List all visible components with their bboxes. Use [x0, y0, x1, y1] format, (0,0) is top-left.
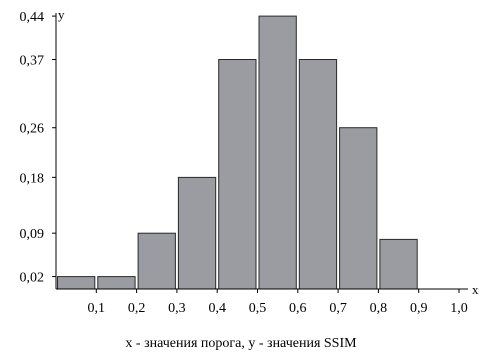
bar-0 — [57, 276, 96, 290]
x-tick-label-2: 0,3 — [168, 301, 186, 316]
x-tick-label-8: 0,9 — [410, 301, 428, 316]
y-tick-label-4: 0,37 — [20, 54, 45, 69]
x-tick-label-6: 0,7 — [329, 301, 347, 316]
bar-4 — [218, 59, 257, 290]
x-tick-label-1: 0,2 — [128, 301, 146, 316]
chart-caption: x - значения порога, y - значения SSIM — [125, 336, 357, 351]
y-tick-label-0: 0,02 — [20, 271, 45, 286]
x-tick-label-0: 0,1 — [88, 301, 106, 316]
x-tick-label-5: 0,6 — [289, 301, 307, 316]
labels-layer: 0,02 0,09 0,18 0,26 0,37 0,44 0,1 0,2 0,3 0,4 0,5 0… — [20, 7, 480, 316]
x-axis-label: x — [472, 282, 479, 297]
bar-6 — [298, 59, 338, 290]
bar-5 — [258, 15, 297, 290]
bar-7 — [339, 127, 378, 290]
y-tick-label-2: 0,18 — [20, 171, 45, 186]
axes-layer — [52, 13, 468, 293]
y-axis-label: y — [58, 7, 65, 22]
x-tick-label-3: 0,4 — [208, 301, 226, 316]
bars-layer — [57, 15, 418, 290]
bar-2 — [137, 232, 176, 290]
y-tick-label-1: 0,09 — [20, 227, 45, 242]
y-tick-label-3: 0,26 — [20, 122, 45, 137]
x-tick-label-7: 0,8 — [370, 301, 388, 316]
bar-3 — [177, 176, 217, 290]
x-tick-label-4: 0,5 — [249, 301, 267, 316]
bar-8 — [379, 238, 418, 290]
x-tick-label-9: 1,0 — [450, 301, 468, 316]
bar-1 — [97, 276, 136, 290]
y-tick-label-5: 0,44 — [20, 10, 45, 25]
